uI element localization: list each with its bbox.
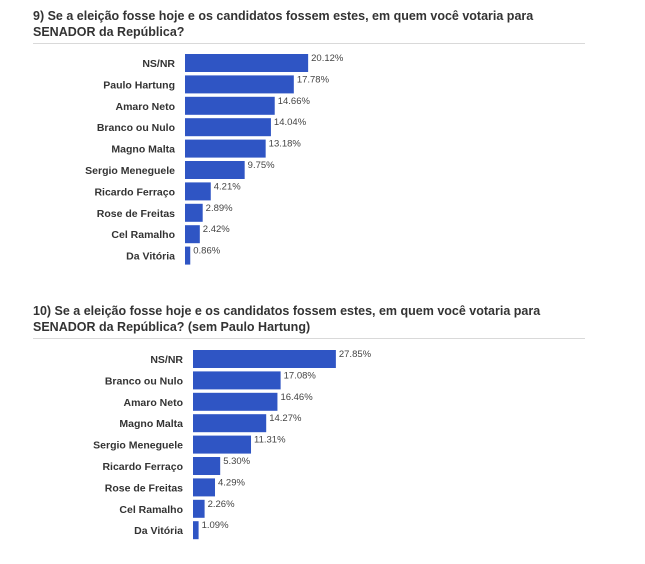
value-label: 16.46% [280,392,313,403]
question-9-title-line2: SENADOR da República? [33,25,185,39]
category-label: Amaro Neto [115,101,175,113]
value-label: 11.31% [254,435,286,446]
chart-9-svg: NS/NR 20.12% Paulo Hartung 17.78% Amaro Neto… [85,53,344,265]
value-label: 14.66% [278,96,311,107]
value-label: 20.12% [311,53,344,64]
bar [185,203,203,222]
bar [193,392,278,411]
value-label: 17.08% [284,370,317,381]
bar [185,139,266,158]
value-label: 17.78% [297,74,330,85]
chart-question-9: NS/NR 20.12% Paulo Hartung 17.78% Amaro Neto… [0,50,645,272]
value-label: 4.21% [214,181,241,192]
value-label: 2.42% [203,224,230,235]
bar [185,54,309,72]
chart-question-10: NS/NR 27.85% Branco ou Nulo 17.08% Amaro Net… [0,346,645,546]
value-label: 27.85% [339,349,372,360]
value-label: 9.75% [248,160,275,171]
bar [185,118,271,137]
question-10-title-line1: 10) Se a eleição fosse hoje e os candida… [33,304,541,318]
value-label: 2.89% [206,203,233,214]
bar [185,246,191,265]
value-label: 0.86% [193,246,220,257]
category-label: Da Vitória [134,525,183,537]
question-10-title-line2: SENADOR da República? (sem Paulo Hartung… [33,320,311,334]
bar [193,435,252,454]
question-9-title-line1: 9) Se a eleição fosse hoje e os candidat… [33,9,534,23]
category-label: Ricardo Ferraço [102,461,183,473]
category-label: Da Vitória [126,251,175,263]
bar [193,457,221,475]
category-label: Cel Ramalho [111,229,175,241]
value-label: 1.09% [202,520,229,531]
category-label: Sergio Meneguele [93,440,183,452]
category-label: Rose de Freitas [105,482,183,494]
bar [185,225,200,244]
bar [193,414,267,433]
chart-10-svg: NS/NR 27.85% Branco ou Nulo 17.08% Amaro Net… [93,349,372,540]
question-9-divider [33,43,585,44]
question-10-title: 10) Se a eleição fosse hoje e os candida… [33,303,585,335]
category-label: Sergio Meneguele [85,165,175,177]
category-label: NS/NR [150,354,183,366]
category-label: Branco ou Nulo [97,122,175,134]
category-label: Magno Malta [119,418,183,430]
bar [193,499,205,518]
value-label: 14.27% [269,413,302,424]
category-label: Amaro Neto [123,397,183,409]
category-label: Paulo Hartung [103,79,175,91]
bar [193,478,216,497]
question-9-title: 9) Se a eleição fosse hoje e os candidat… [33,8,585,40]
bar [185,161,245,179]
bar [193,371,281,390]
value-label: 5.30% [223,456,250,467]
value-label: 14.04% [274,117,307,128]
question-10-divider [33,338,585,339]
bar [185,96,275,115]
category-label: NS/NR [142,58,175,70]
category-label: Magno Malta [111,144,175,156]
value-label: 4.29% [218,477,245,488]
question-9: 9) Se a eleição fosse hoje e os candidat… [33,8,585,44]
bar [193,521,199,540]
category-label: Ricardo Ferraço [94,186,175,198]
value-label: 2.26% [208,499,235,510]
category-label: Cel Ramalho [119,504,183,516]
question-10: 10) Se a eleição fosse hoje e os candida… [33,303,585,339]
category-label: Branco ou Nulo [105,375,183,387]
bar [185,75,294,94]
category-label: Rose de Freitas [97,208,175,220]
bar [185,182,211,201]
value-label: 13.18% [269,139,302,150]
bar [193,350,336,368]
